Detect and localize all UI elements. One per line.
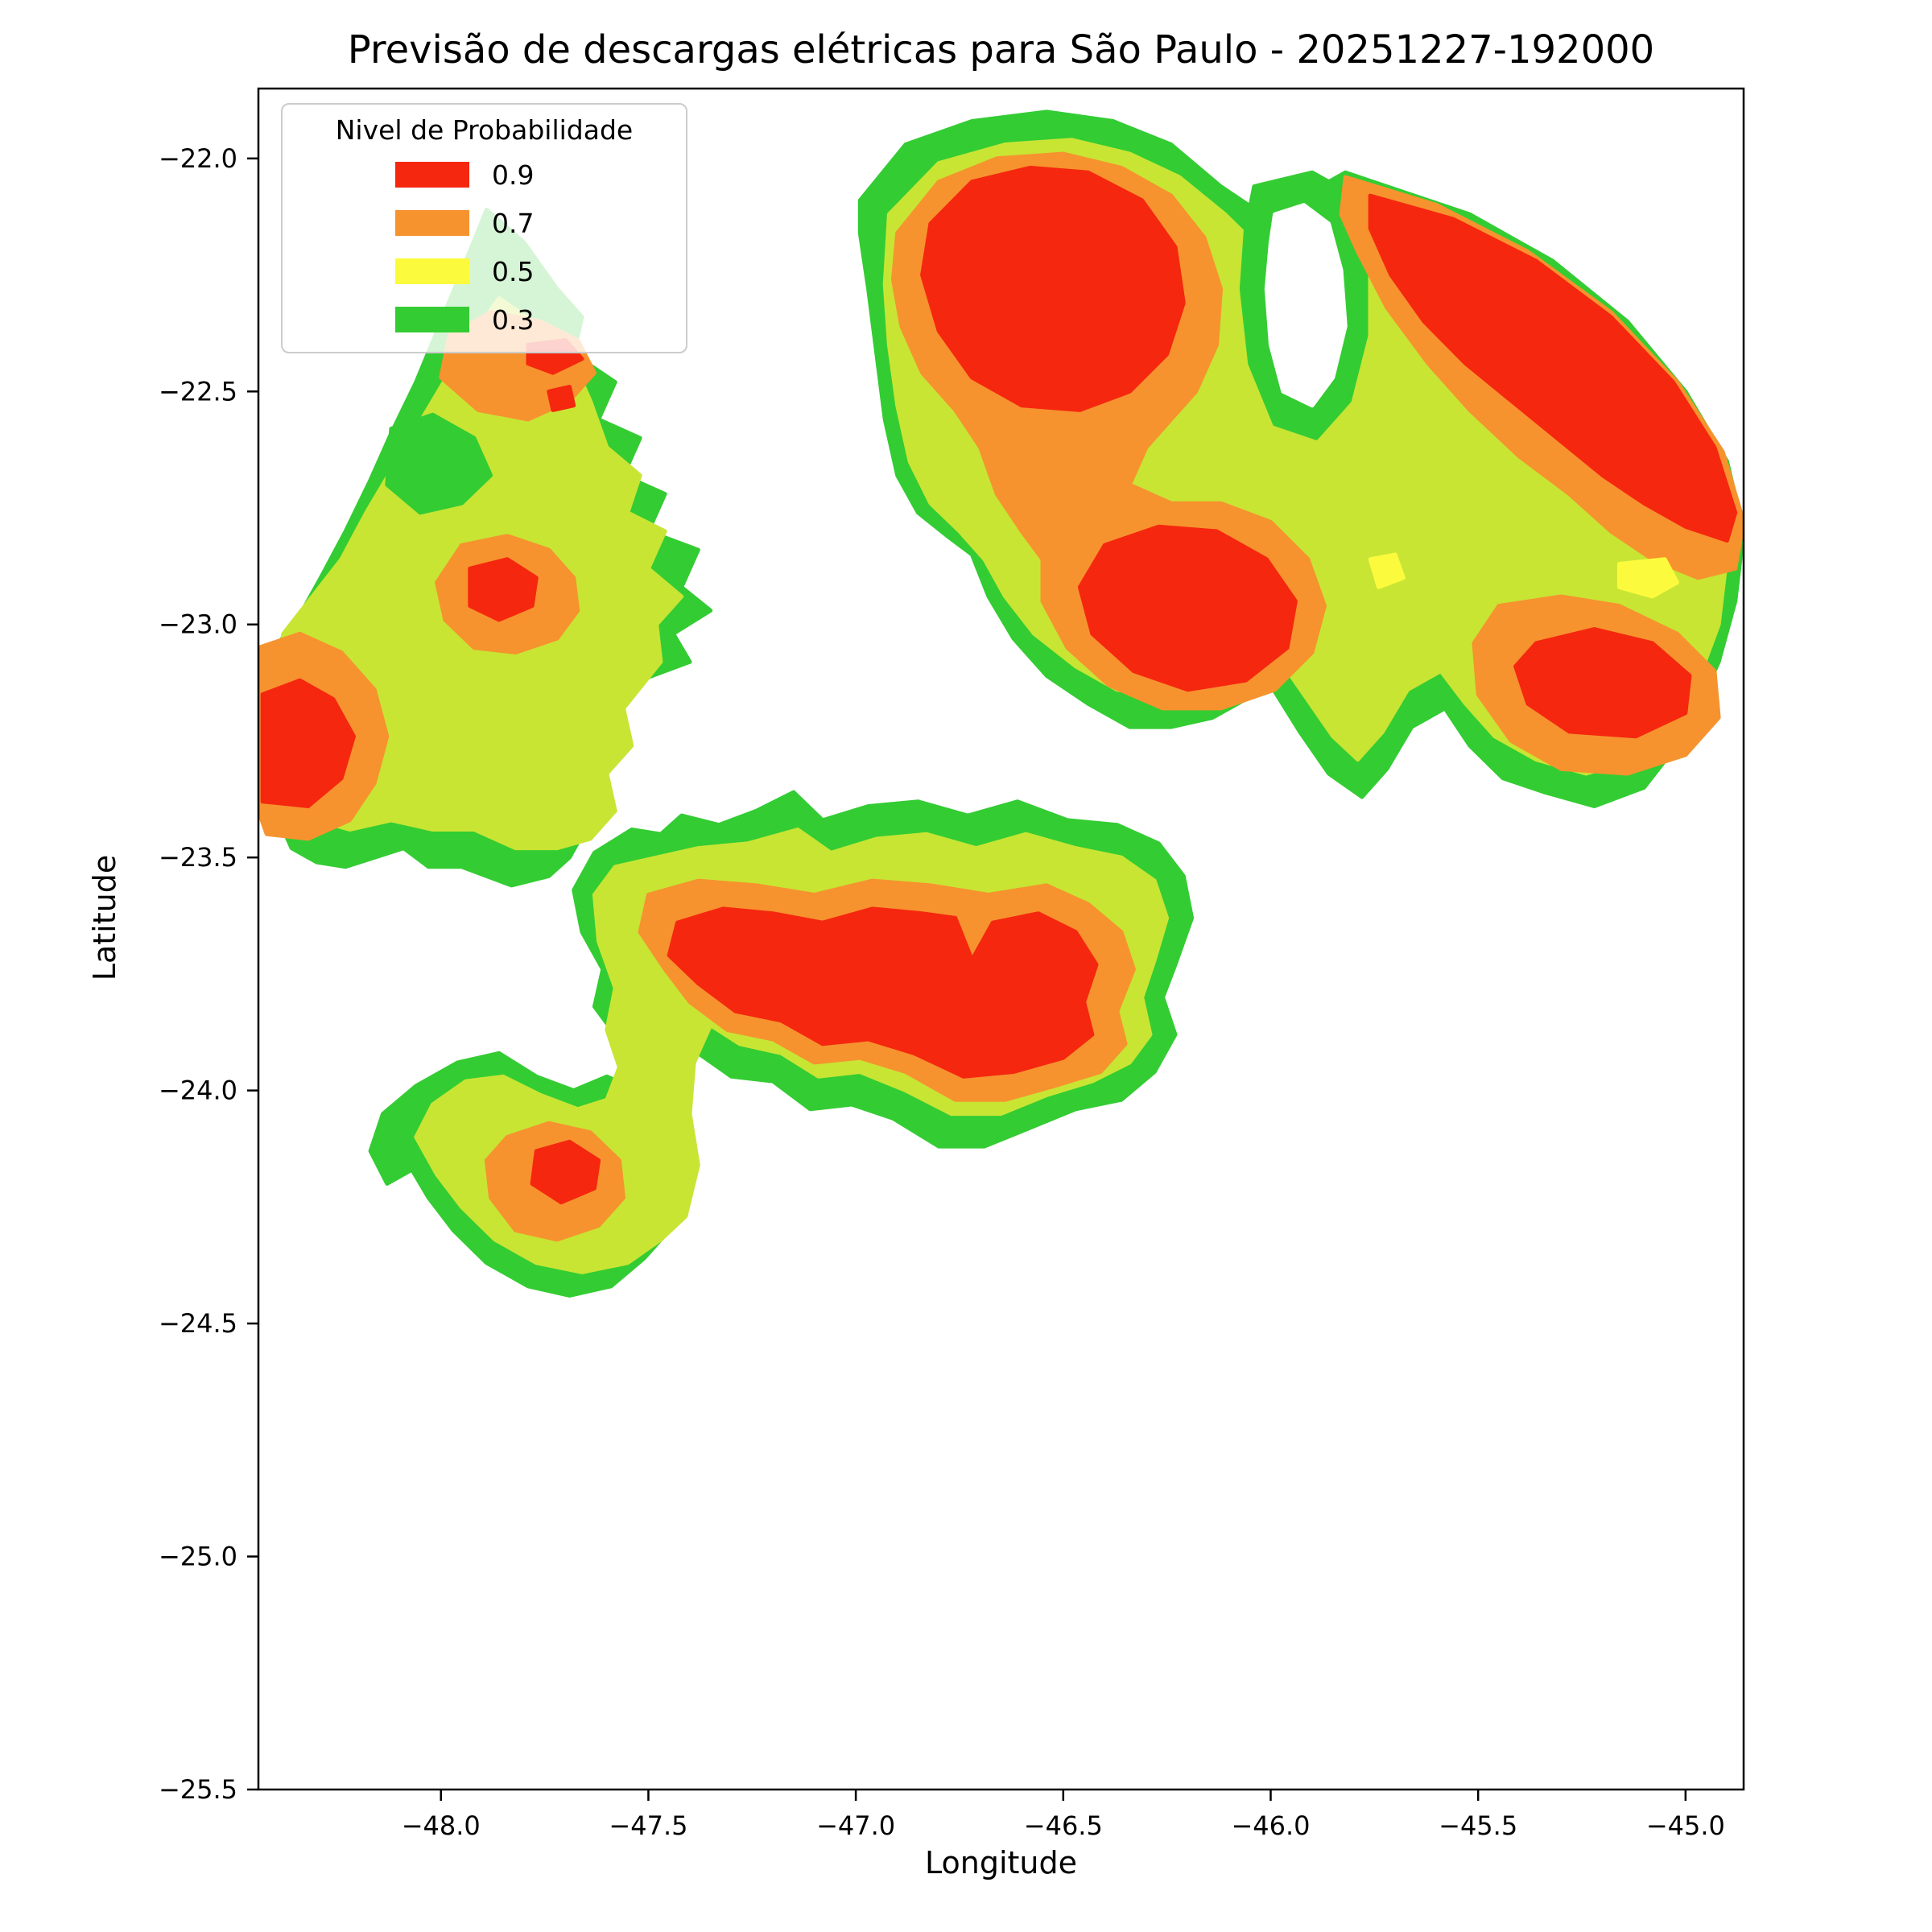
y-tick-label: −24.0 [159, 1075, 237, 1106]
x-tick-label: −48.0 [402, 1810, 481, 1841]
contour-region-red [667, 906, 1099, 1079]
x-tick-label: −45.0 [1646, 1810, 1725, 1841]
x-tick-label: −45.5 [1439, 1810, 1517, 1841]
legend-swatch [395, 210, 469, 236]
y-tick-label: −24.5 [159, 1308, 237, 1339]
chart-title: Previsão de descargas elétricas para São… [347, 27, 1655, 72]
contour-region-white [1264, 203, 1348, 408]
legend: Nivel de Probabilidade 0.9 0.7 0.5 0.3 [281, 103, 687, 353]
legend-swatch [395, 307, 469, 332]
contour-region-yellow [1616, 557, 1679, 599]
legend-entry-label: 0.7 [492, 207, 535, 239]
contour-region-red [530, 1139, 601, 1205]
contour-region-green [385, 412, 493, 515]
legend-entry-label: 0.9 [492, 159, 535, 191]
contour-region-red [547, 385, 576, 412]
x-tick-label: −47.0 [816, 1810, 895, 1841]
y-axis-label: Latitude [87, 854, 122, 981]
contour-regions [258, 109, 1744, 1298]
x-tick-label: −46.5 [1024, 1810, 1103, 1841]
x-tick-label: −46.0 [1231, 1810, 1310, 1841]
y-tick-label: −22.0 [159, 143, 237, 174]
y-tick-label: −25.5 [159, 1774, 237, 1805]
contour-region-red [920, 165, 1186, 412]
plot-border [257, 87, 1745, 1791]
legend-title: Nivel de Probabilidade [335, 114, 634, 146]
y-tick-label: −23.5 [159, 842, 237, 873]
legend-entry: 0.7 [283, 199, 686, 247]
legend-entry: 0.5 [283, 247, 686, 295]
y-tick-label: −23.0 [159, 609, 237, 640]
legend-entries: 0.9 0.7 0.5 0.3 [283, 151, 686, 344]
legend-swatch [395, 162, 469, 188]
axis-ticks: −48.0 −47.5 −47.0 −46.5 −46.0 −45.5 −45.0 −22.0… [159, 143, 1725, 1841]
contour-region-red [1513, 627, 1692, 739]
y-tick-label: −25.0 [159, 1542, 237, 1572]
legend-entry: 0.3 [283, 295, 686, 344]
x-axis-label: Longitude [925, 1845, 1077, 1880]
x-tick-label: −47.5 [609, 1810, 687, 1841]
y-tick-label: −22.5 [159, 376, 237, 407]
contour-region-red [1077, 524, 1298, 692]
legend-entry-label: 0.3 [492, 303, 535, 336]
contour-region-red [468, 557, 539, 622]
legend-entry: 0.9 [283, 151, 686, 199]
contour-region-red [260, 678, 356, 808]
legend-entry-label: 0.5 [492, 255, 535, 287]
contour-region-yellow [1368, 552, 1406, 589]
legend-swatch [395, 258, 469, 284]
contour-region-red [1368, 193, 1738, 543]
